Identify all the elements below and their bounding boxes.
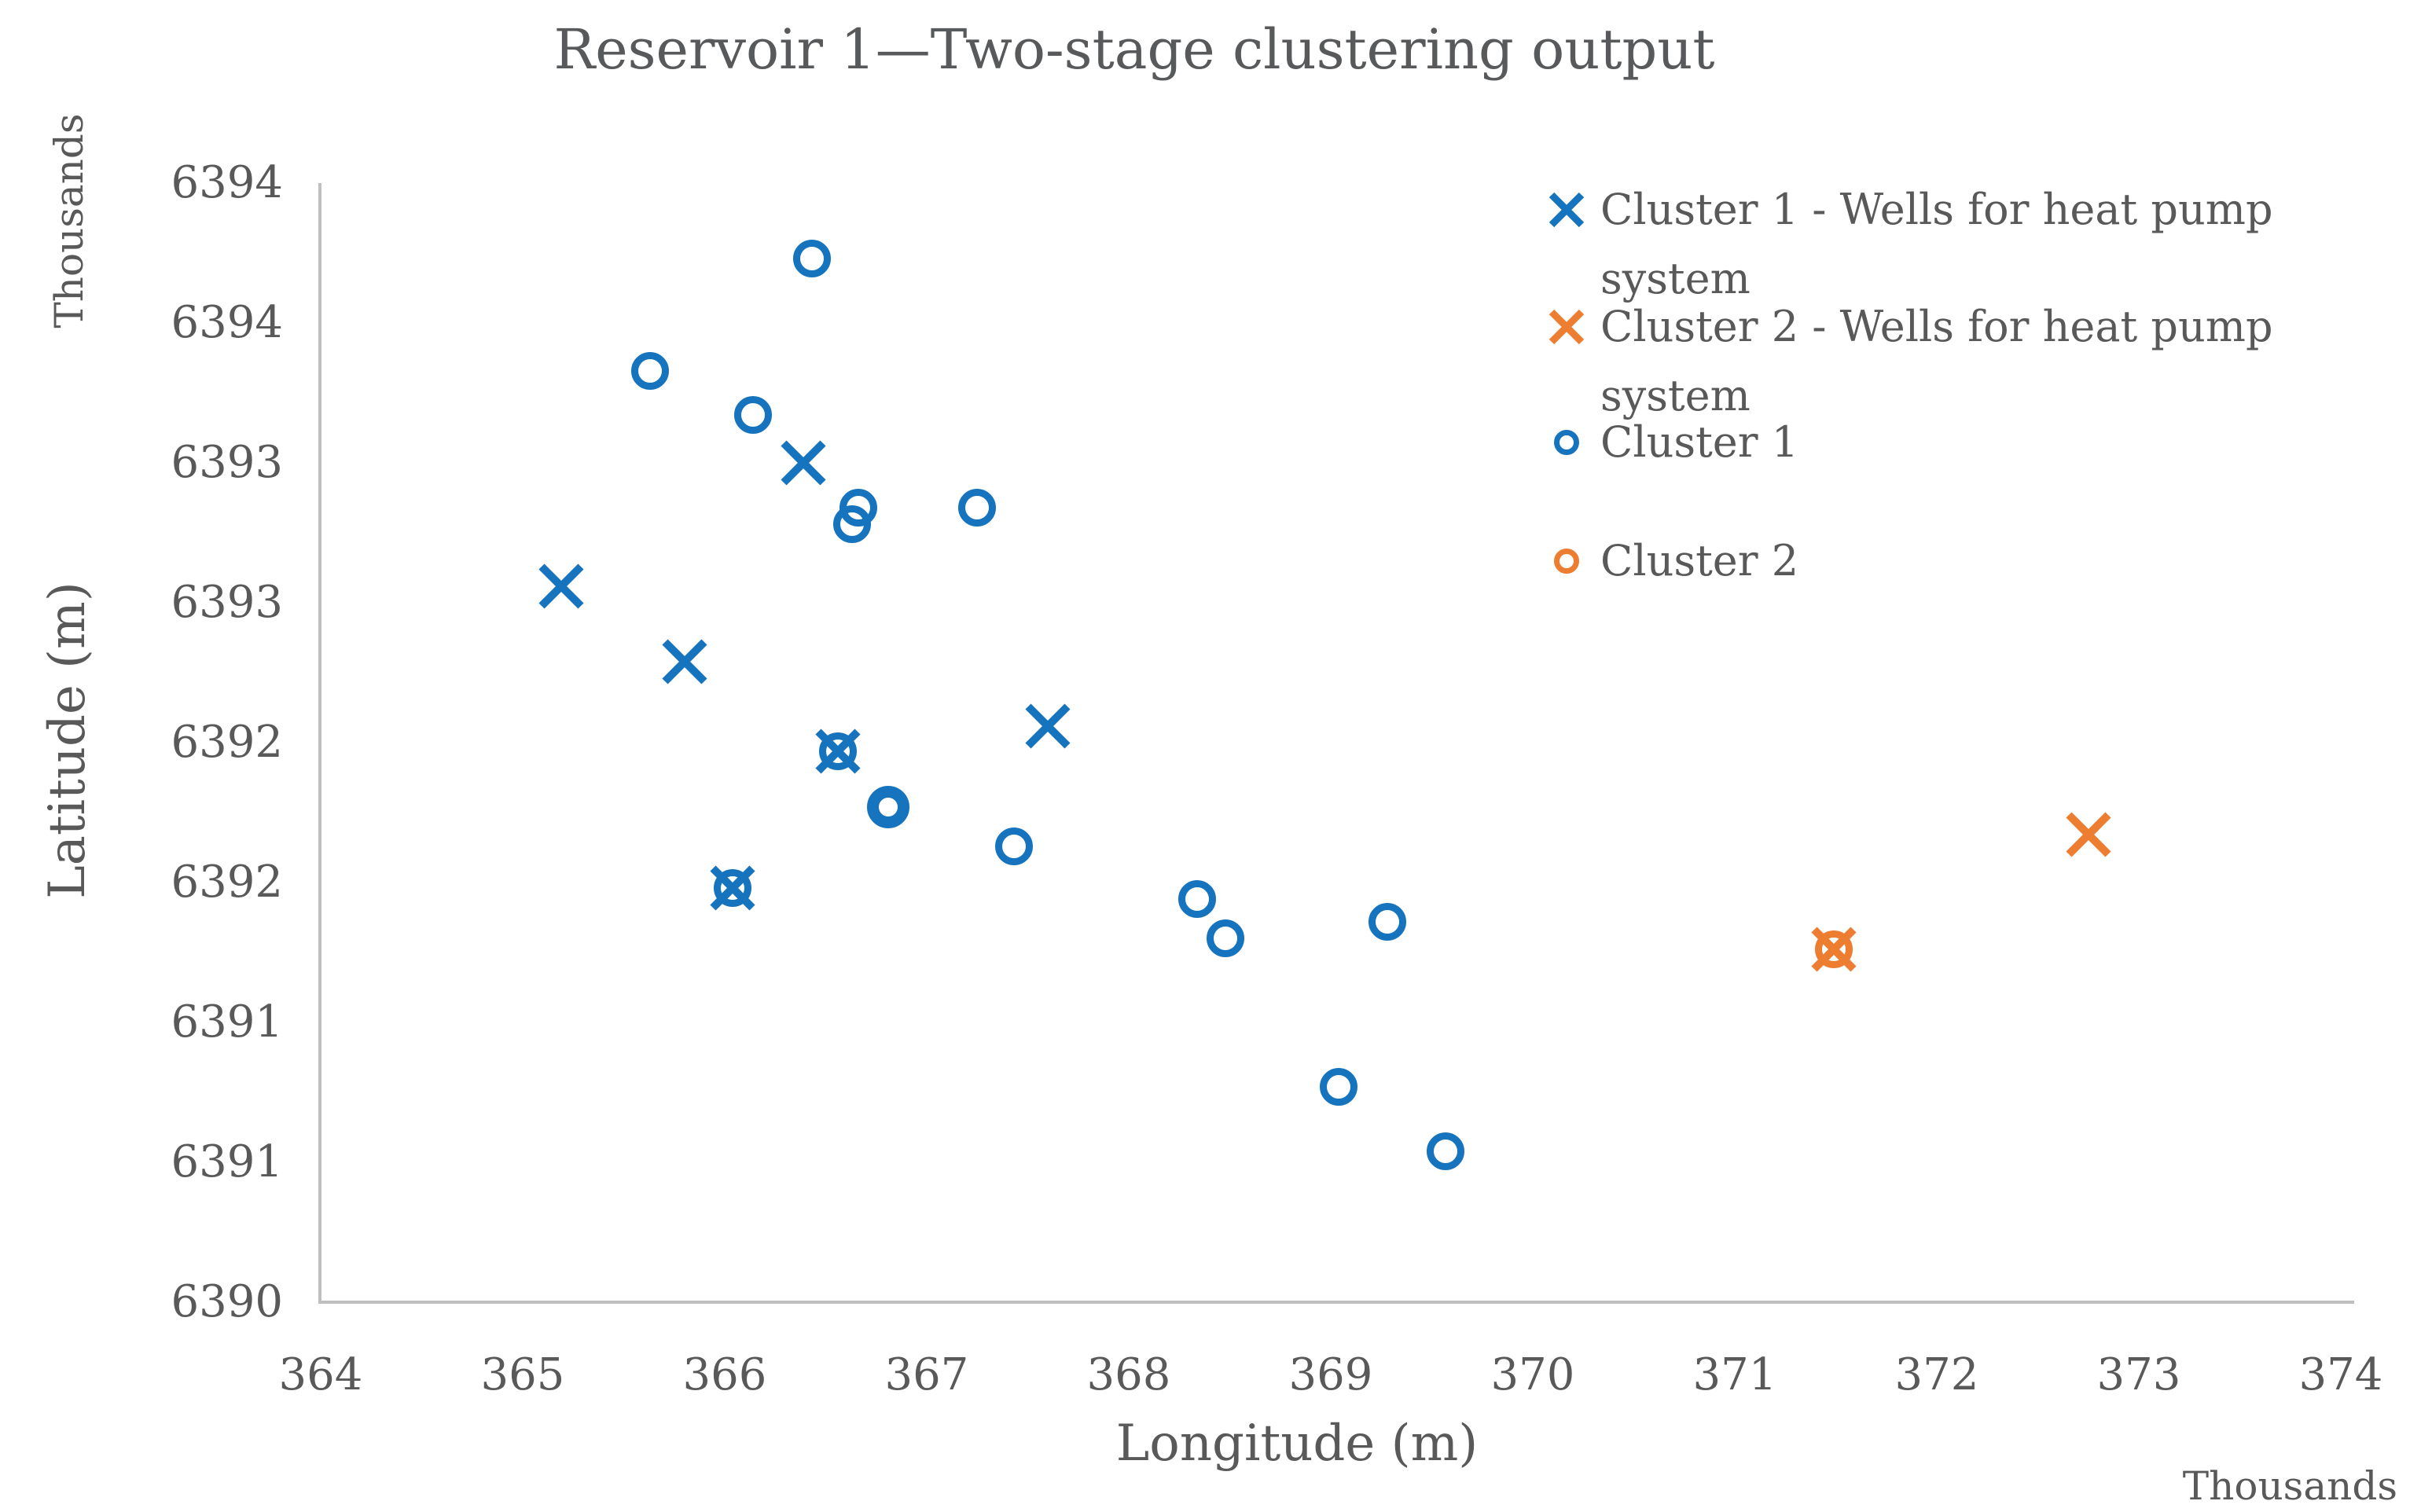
y-tick-label: 6390 [171,1276,283,1327]
cluster-1-wells-x-marker [538,563,584,609]
legend-label: Cluster 1 [1600,417,1799,467]
cluster-1-wells-x-marker [1025,703,1071,749]
cluster-2-wells-x-marker [2066,812,2111,858]
y-tick-label: 6392 [171,857,283,908]
x-axis-units-label: Thousands [2182,1463,2397,1509]
cluster-1-circle-marker [1320,1067,1358,1106]
cluster-2-circle-marker [1814,930,1853,969]
cluster-1-circle-marker [714,869,752,908]
x-tick-label: 366 [682,1349,767,1400]
legend-circle-icon [1554,549,1579,574]
x-tick-label: 373 [2096,1349,2181,1400]
cluster-1-wells-x-marker [710,865,755,911]
legend-item-cluster1: Cluster 1 [1545,408,2394,546]
cluster-1-circle-marker [832,505,871,544]
cluster-1-circle-marker [1368,902,1406,941]
y-axis-line [318,183,321,1304]
cluster-1-circle-marker [994,827,1033,865]
cluster-1-wells-x-marker [781,440,826,486]
x-tick-label: 364 [278,1349,363,1400]
x-tick-label: 367 [884,1349,969,1400]
y-tick-label: 6393 [171,577,283,628]
y-axis-units-label: Thousands [46,113,92,328]
x-tick-label: 369 [1288,1349,1373,1400]
cluster-1-wells-x-marker [662,639,707,684]
x-tick-label: 365 [480,1349,565,1400]
cluster-1-wells-x-marker [815,728,861,774]
cluster-1-circle-marker [630,351,669,390]
legend-item-cluster2_wells: Cluster 2 - Wells for heat pump system [1545,292,2394,431]
y-axis-title: Latitude (m) [39,582,97,899]
x-tick-label: 368 [1086,1349,1171,1400]
x-tick-label: 372 [1894,1349,1979,1400]
x-tick-label: 371 [1692,1349,1777,1400]
cluster-1-circle-marker [1427,1132,1465,1170]
legend-x-icon [1548,309,1585,345]
legend-item-cluster1_wells: Cluster 1 - Wells for heat pump system [1545,175,2394,314]
y-tick-label: 6393 [171,437,283,488]
chart-title: Reservoir 1—Two-stage clustering output [553,17,1715,82]
y-tick-label: 6394 [171,157,283,208]
y-tick-label: 6391 [171,996,283,1048]
y-tick-label: 6392 [171,717,283,768]
cluster-2-wells-x-marker [1811,927,1857,972]
x-tick-label: 374 [2298,1349,2383,1400]
legend-label: Cluster 1 - Wells for heat pump system [1600,185,2273,303]
cluster-1-circle-marker [867,785,910,828]
legend-label: Cluster 2 - Wells for heat pump system [1600,302,2273,420]
legend-label: Cluster 2 [1600,536,1799,585]
x-axis-title: Longitude (m) [1115,1415,1479,1473]
y-tick-label: 6391 [171,1136,283,1187]
cluster-1-circle-marker [818,732,857,770]
x-tick-label: 370 [1490,1349,1575,1400]
cluster-1-circle-marker [958,488,997,527]
cluster-1-circle-marker [792,240,831,278]
legend-item-cluster2: Cluster 2 [1545,527,2394,665]
cluster-1-circle-marker [1178,880,1217,919]
legend-circle-icon [1554,430,1579,455]
x-axis-line [318,1301,2354,1304]
cluster-1-circle-marker [733,396,772,435]
cluster-1-circle-marker [1207,919,1245,958]
legend-x-icon [1548,192,1585,228]
y-tick-label: 6394 [171,297,283,348]
